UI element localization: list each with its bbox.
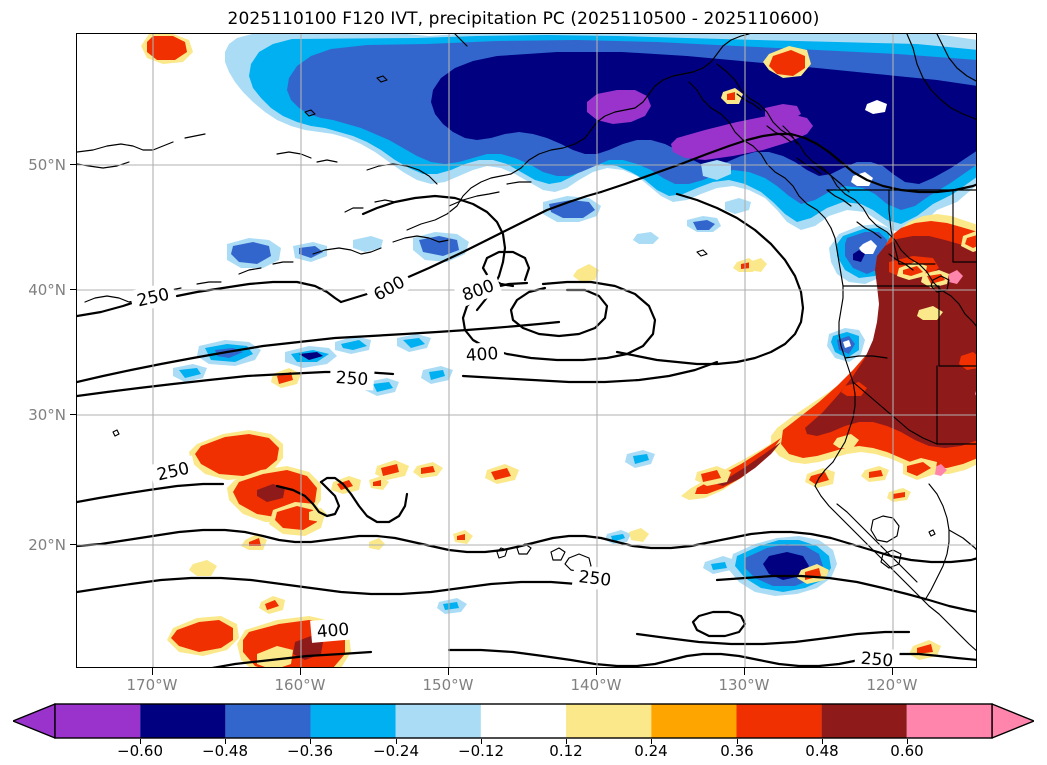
contour-label-250-d: 250 bbox=[578, 567, 613, 591]
cbar-tick-label-n036: −0.36 bbox=[287, 742, 333, 760]
ytick-mark-50n bbox=[70, 164, 77, 166]
map-plot: 250 600 800 400 bbox=[77, 34, 976, 668]
cbar-tickmark-n036 bbox=[310, 739, 311, 744]
contour-label-250-b: 250 bbox=[335, 368, 369, 390]
xtick-label-150w: 150°W bbox=[422, 676, 474, 694]
gridlines bbox=[77, 34, 976, 667]
xtick-label-130w: 130°W bbox=[718, 676, 770, 694]
map-axes[interactable]: 250 600 800 400 bbox=[76, 33, 977, 668]
ytick-label-20n: 20°N bbox=[28, 536, 66, 554]
cbar-tickmark-p012 bbox=[566, 739, 567, 744]
cbar-tickmark-p048 bbox=[822, 739, 823, 744]
cbar-tick-label-p048: 0.48 bbox=[805, 742, 839, 760]
ytick-label-40n: 40°N bbox=[28, 281, 66, 299]
contour-label-400-a: 400 bbox=[465, 344, 499, 366]
ytick-mark-30n bbox=[70, 414, 77, 416]
cbar-tick-label-n048: −0.48 bbox=[202, 742, 248, 760]
cbar-tickmark-n024 bbox=[396, 739, 397, 744]
cbar-tick-label-p060: 0.60 bbox=[890, 742, 924, 760]
contour-label-800: 800 bbox=[460, 276, 497, 306]
contour-inline-labels: 250 600 800 400 bbox=[129, 267, 900, 668]
xtick-label-120w: 120°W bbox=[866, 676, 918, 694]
ytick-label-30n: 30°N bbox=[28, 406, 66, 424]
contour-label-400-b: 400 bbox=[316, 620, 350, 643]
xtick-mark-120w bbox=[892, 668, 894, 675]
xtick-label-160w: 160°W bbox=[274, 676, 326, 694]
cbar-tick-label-p024: 0.24 bbox=[634, 742, 668, 760]
cbar-tickmark-n060 bbox=[140, 739, 141, 744]
cbar-tick-label-n060: −0.60 bbox=[117, 742, 163, 760]
colorbar[interactable] bbox=[13, 703, 1034, 739]
page-title: 2025110100 F120 IVT, precipitation PC (2… bbox=[227, 9, 820, 29]
cbar-tickmark-n048 bbox=[225, 739, 226, 744]
xtick-mark-140w bbox=[596, 668, 598, 675]
cbar-tickmark-n012 bbox=[481, 739, 482, 744]
xtick-mark-150w bbox=[448, 668, 450, 675]
cbar-tickmark-p036 bbox=[737, 739, 738, 744]
contour-label-250-e: 250 bbox=[860, 649, 894, 668]
cbar-tickmark-p024 bbox=[651, 739, 652, 744]
ytick-mark-40n bbox=[70, 289, 77, 291]
xtick-mark-170w bbox=[152, 668, 154, 675]
xtick-mark-130w bbox=[744, 668, 746, 675]
cbar-tick-label-p012: 0.12 bbox=[549, 742, 583, 760]
cbar-tick-label-n024: −0.24 bbox=[373, 742, 419, 760]
xtick-label-170w: 170°W bbox=[126, 676, 178, 694]
cbar-tickmark-p060 bbox=[907, 739, 908, 744]
ytick-mark-20n bbox=[70, 544, 77, 546]
colorbar-swatches bbox=[13, 703, 1034, 739]
cbar-tick-label-p036: 0.36 bbox=[720, 742, 754, 760]
cbar-tick-label-n012: −0.12 bbox=[458, 742, 504, 760]
ytick-label-50n: 50°N bbox=[28, 156, 66, 174]
xtick-mark-160w bbox=[300, 668, 302, 675]
filled-contours bbox=[141, 34, 976, 667]
ivt-contours bbox=[77, 132, 976, 667]
xtick-label-140w: 140°W bbox=[570, 676, 622, 694]
coastlines bbox=[77, 34, 976, 651]
